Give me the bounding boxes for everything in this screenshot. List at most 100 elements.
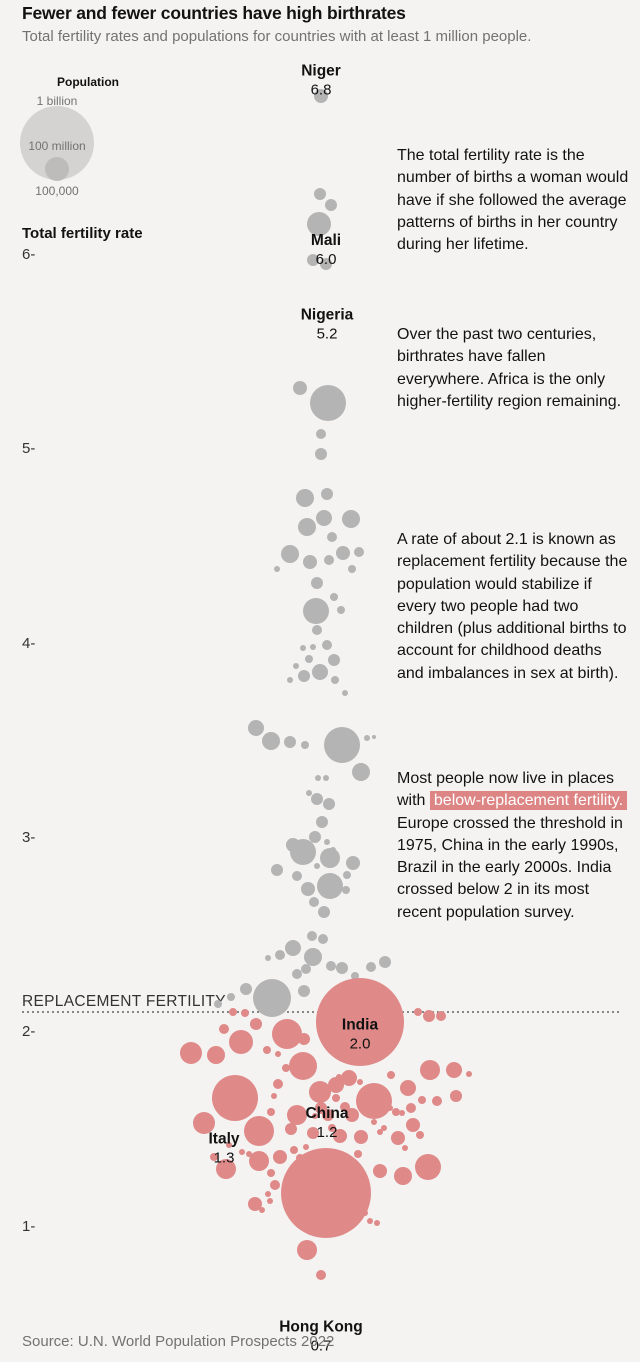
country-bubble [336, 962, 348, 974]
country-bubble [297, 1240, 317, 1260]
country-bubble [263, 1046, 271, 1054]
country-bubble [402, 1145, 408, 1151]
country-bubble [317, 873, 343, 899]
legend-title: Population [57, 75, 119, 89]
country-bubble [241, 1009, 249, 1017]
country-bubble [307, 254, 319, 266]
country-bubble [336, 546, 350, 560]
country-bubble [275, 1051, 281, 1057]
country-bubble [282, 1064, 290, 1072]
country-bubble [229, 1030, 253, 1054]
country-bubble [354, 1130, 368, 1144]
country-bubble [326, 961, 336, 971]
country-bubble [270, 1180, 280, 1190]
country-bubble [392, 1108, 400, 1116]
country-bubble [324, 839, 330, 845]
country-bubble [180, 1042, 202, 1064]
country-bubble [229, 1008, 237, 1016]
label-india: India [342, 1017, 379, 1034]
country-bubble [253, 979, 291, 1017]
country-bubble [333, 1129, 347, 1143]
country-bubble [281, 545, 299, 563]
country-bubble [298, 1033, 310, 1045]
country-bubble [250, 1018, 262, 1030]
country-bubble [239, 1149, 245, 1155]
country-bubble [214, 1000, 222, 1008]
country-bubble [316, 510, 332, 526]
country-bubble [312, 1113, 318, 1119]
country-bubble [267, 1108, 275, 1116]
country-bubble [207, 1046, 225, 1064]
country-bubble [193, 1112, 215, 1134]
country-bubble [366, 962, 376, 972]
country-bubble [275, 950, 285, 960]
country-bubble [307, 1127, 319, 1139]
country-bubble [314, 89, 328, 103]
label-china: China [305, 1105, 348, 1122]
country-bubble [303, 1144, 309, 1150]
country-bubble [316, 816, 328, 828]
country-bubble [340, 1102, 350, 1112]
country-bubble [301, 964, 311, 974]
country-bubble [318, 934, 328, 944]
country-bubble [316, 429, 326, 439]
country-bubble [301, 741, 309, 749]
country-bubble [374, 1220, 380, 1226]
country-bubble [303, 598, 329, 624]
country-bubble [265, 1191, 271, 1197]
legend-circle-1-billion [20, 106, 94, 180]
legend-label-1-billion: 1 billion [37, 94, 78, 108]
country-bubble [265, 955, 271, 961]
country-bubble [324, 555, 334, 565]
country-bubble [284, 736, 296, 748]
country-bubble [354, 1150, 362, 1158]
country-bubble [323, 798, 335, 810]
country-bubble [323, 775, 329, 781]
label-mali: Mali [311, 232, 341, 249]
country-bubble [352, 763, 370, 781]
value-mali: 6.0 [316, 251, 337, 268]
country-bubble [342, 690, 348, 696]
country-bubble [423, 1010, 435, 1022]
legend-label-100000: 100,000 [35, 184, 79, 198]
country-bubble [354, 547, 364, 557]
y-axis: 6- 5- 4- 3- 2- 1- [22, 246, 35, 1235]
country-bubble [226, 1142, 232, 1148]
country-bubble [285, 940, 301, 956]
country-bubble [327, 532, 337, 542]
country-bubble [272, 1019, 302, 1049]
country-bubble [307, 931, 317, 941]
country-bubble [267, 1169, 275, 1177]
country-bubble [320, 258, 332, 270]
country-bubble [298, 670, 310, 682]
country-bubble [367, 1218, 373, 1224]
country-bubble [328, 654, 340, 666]
label-niger: Niger [301, 62, 341, 79]
country-bubble [418, 1096, 426, 1104]
country-bubble [249, 1151, 269, 1171]
country-bubble [287, 677, 293, 683]
country-bubble [296, 489, 314, 507]
value-china: 1.2 [317, 1124, 338, 1141]
note-text-before: Most people now live in places with [397, 770, 615, 810]
country-labels: Niger 6.8 Mali 6.0 Nigeria 5.2 India 2.0 Italy 1.… [208, 62, 378, 1354]
country-bubble [274, 566, 280, 572]
country-bubble [305, 655, 313, 663]
country-bubble [328, 1077, 344, 1093]
country-bubble [346, 856, 360, 870]
country-bubble [289, 1052, 317, 1080]
y-tick-5: 5- [22, 440, 35, 457]
country-bubble [316, 978, 404, 1066]
country-bubble [446, 1062, 462, 1078]
population-legend: Population 1 billion 100 million 100,000 [20, 75, 119, 198]
country-bubble [357, 1079, 363, 1085]
legend-circle-100-million [45, 157, 69, 181]
country-bubble [328, 1124, 336, 1132]
country-bubble [406, 1118, 420, 1132]
country-bubble [420, 1060, 440, 1080]
country-bubble [387, 1105, 393, 1111]
country-bubble [381, 1125, 387, 1131]
country-bubble [332, 1094, 340, 1102]
country-bubble [248, 720, 264, 736]
note-africa: Over the past two centuries, birthrates … [397, 326, 622, 410]
